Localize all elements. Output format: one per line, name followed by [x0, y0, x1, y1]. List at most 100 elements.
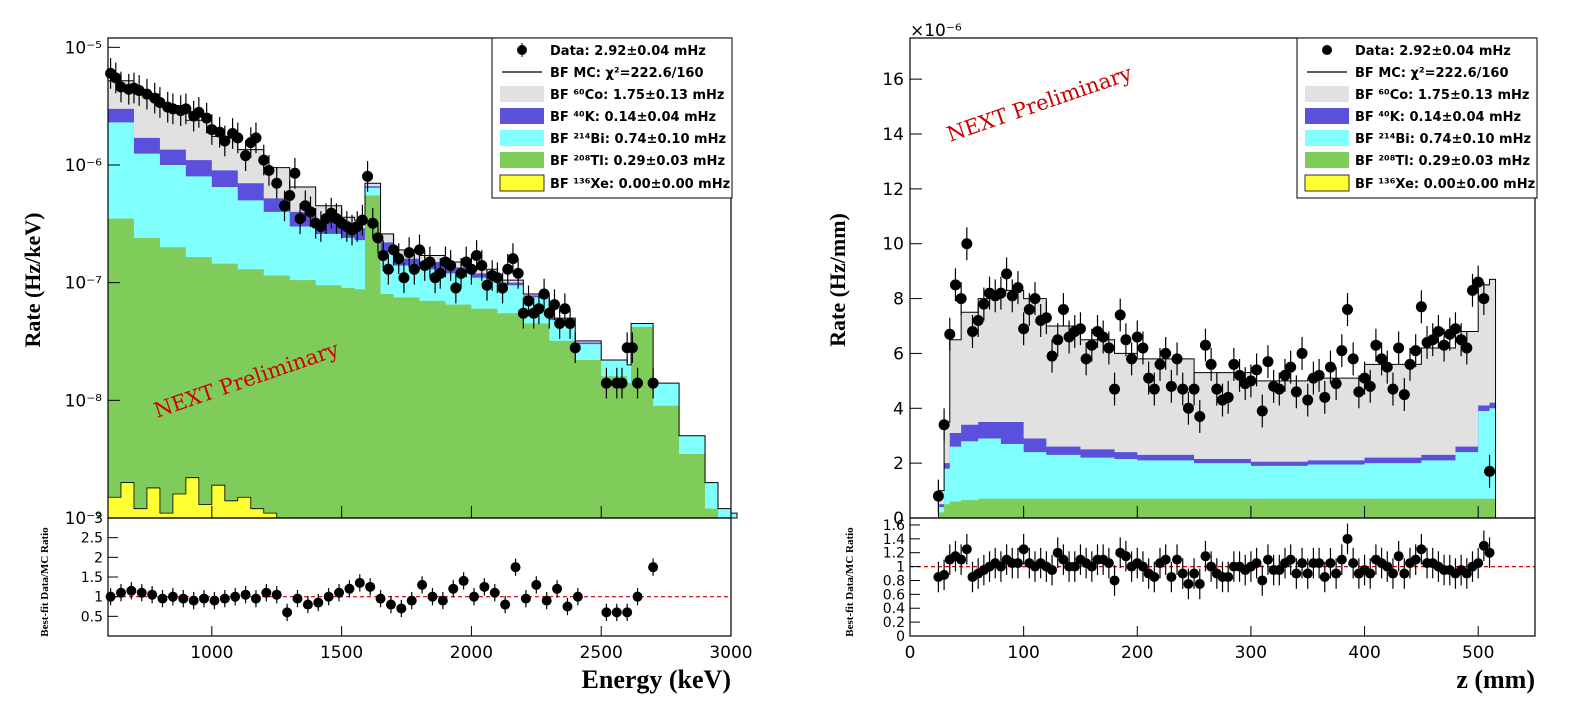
- legend-xe136-label: BF ¹³⁶Xe: 0.00±0.00 mHz: [1355, 177, 1535, 192]
- ratio-y-tick-label: 1.6: [883, 518, 905, 534]
- data-point: [1313, 369, 1325, 381]
- ratio-point: [1416, 544, 1427, 555]
- left-x-axis-title: Energy (keV): [582, 665, 731, 694]
- data-point: [362, 170, 374, 182]
- data-point: [1484, 465, 1496, 477]
- ratio-point: [292, 593, 303, 604]
- ratio-point: [1206, 561, 1217, 572]
- ratio-point: [1473, 558, 1484, 569]
- ratio-point: [1382, 561, 1393, 572]
- ratio-y-tick-label: 0.2: [883, 615, 905, 631]
- ratio-point: [489, 587, 500, 598]
- data-point: [1234, 369, 1246, 381]
- data-point: [289, 167, 301, 179]
- right-watermark: NEXT Preliminary: [944, 61, 1135, 147]
- data-point: [1296, 347, 1308, 359]
- data-point: [512, 267, 524, 279]
- data-point: [1478, 293, 1490, 305]
- ratio-point: [956, 554, 967, 565]
- ratio-point: [209, 595, 220, 606]
- ratio-point: [1342, 533, 1353, 544]
- data-point: [356, 214, 368, 226]
- x-tick-label: 200: [1121, 643, 1153, 663]
- y-tick-label: 10⁻⁷: [65, 274, 103, 294]
- y-tick-label: 2: [893, 454, 904, 474]
- data-point: [258, 154, 270, 166]
- data-point: [600, 377, 612, 389]
- mc-total-outline: [937, 278, 1497, 519]
- ratio-y-tick-label: 1.2: [883, 546, 905, 562]
- ratio-point: [448, 583, 459, 594]
- ratio-point: [1285, 554, 1296, 565]
- data-point: [424, 256, 436, 268]
- legend-bi214-swatch: [1305, 130, 1349, 146]
- data-point: [1370, 339, 1382, 351]
- data-point: [554, 317, 566, 329]
- ratio-point: [1365, 568, 1376, 579]
- data-point: [1359, 372, 1371, 384]
- ratio-point: [1177, 568, 1188, 579]
- series-bfxe-area: [107, 477, 283, 519]
- ratio-point: [282, 607, 293, 618]
- data-point: [1251, 364, 1263, 376]
- ratio-point: [1223, 572, 1234, 582]
- data-point: [372, 232, 384, 244]
- ratio-point: [271, 589, 282, 600]
- data-point: [967, 325, 978, 337]
- x-tick-label: 100: [1007, 643, 1039, 663]
- data-point: [502, 263, 514, 275]
- ratio-point: [1183, 578, 1194, 589]
- data-point: [201, 112, 213, 124]
- ratio-point: [1302, 568, 1313, 579]
- data-point: [1364, 380, 1376, 392]
- right-ratio-y-axis-title: Best-fit Data/MC Ratio: [844, 527, 856, 637]
- data-point: [1342, 304, 1353, 316]
- ratio-point: [1189, 568, 1200, 579]
- ratio-point: [1012, 558, 1023, 569]
- data-point: [1131, 331, 1143, 343]
- data-point: [465, 263, 477, 275]
- data-point: [1001, 268, 1013, 280]
- legend-tl208-swatch: [1305, 152, 1349, 168]
- data-point: [1415, 301, 1427, 313]
- data-point: [944, 328, 956, 340]
- data-point: [1256, 405, 1268, 417]
- ratio-point: [178, 593, 189, 604]
- data-point: [1177, 383, 1189, 395]
- data-point: [1376, 353, 1388, 365]
- data-point: [1398, 389, 1410, 401]
- legend-co60-label: BF ⁶⁰Co: 1.75±0.13 mHz: [550, 88, 724, 103]
- data-point: [414, 244, 425, 256]
- data-point: [377, 250, 389, 262]
- x-tick-label: 500: [1462, 643, 1494, 663]
- ratio-y-tick-label: 2: [94, 550, 103, 566]
- data-point: [1160, 347, 1172, 359]
- ratio-point: [1336, 554, 1347, 565]
- y-tick-label: 8: [893, 290, 904, 310]
- data-point: [1404, 358, 1416, 370]
- data-point: [1097, 331, 1109, 343]
- ratio-point: [552, 583, 563, 594]
- data-point: [1449, 323, 1461, 335]
- ratio-point: [1297, 558, 1308, 569]
- left-legend: Data: 2.92±0.04 mHz BF MC: χ²=222.6/160 …: [491, 37, 733, 199]
- data-point: [388, 244, 400, 256]
- data-point: [938, 419, 950, 431]
- ratio-point: [1251, 558, 1262, 569]
- ratio-point: [520, 593, 531, 604]
- data-point: [403, 247, 415, 259]
- x-tick-label: 1500: [320, 643, 363, 663]
- data-point: [471, 250, 483, 262]
- ratio-point: [1291, 568, 1302, 579]
- data-point: [961, 238, 973, 250]
- data-point: [543, 307, 555, 319]
- data-point: [972, 315, 984, 327]
- data-point: [1188, 383, 1200, 395]
- left-ratio-plot: 0.5 1 1.5 2 2.5 3 1000 1500 2000 2500 3000: [81, 506, 753, 663]
- ratio-y-tick-label: 3: [94, 511, 103, 527]
- y-tick-label: 6: [893, 344, 904, 364]
- data-point: [1182, 402, 1194, 414]
- data-point: [1103, 342, 1115, 354]
- ratio-point: [147, 589, 158, 600]
